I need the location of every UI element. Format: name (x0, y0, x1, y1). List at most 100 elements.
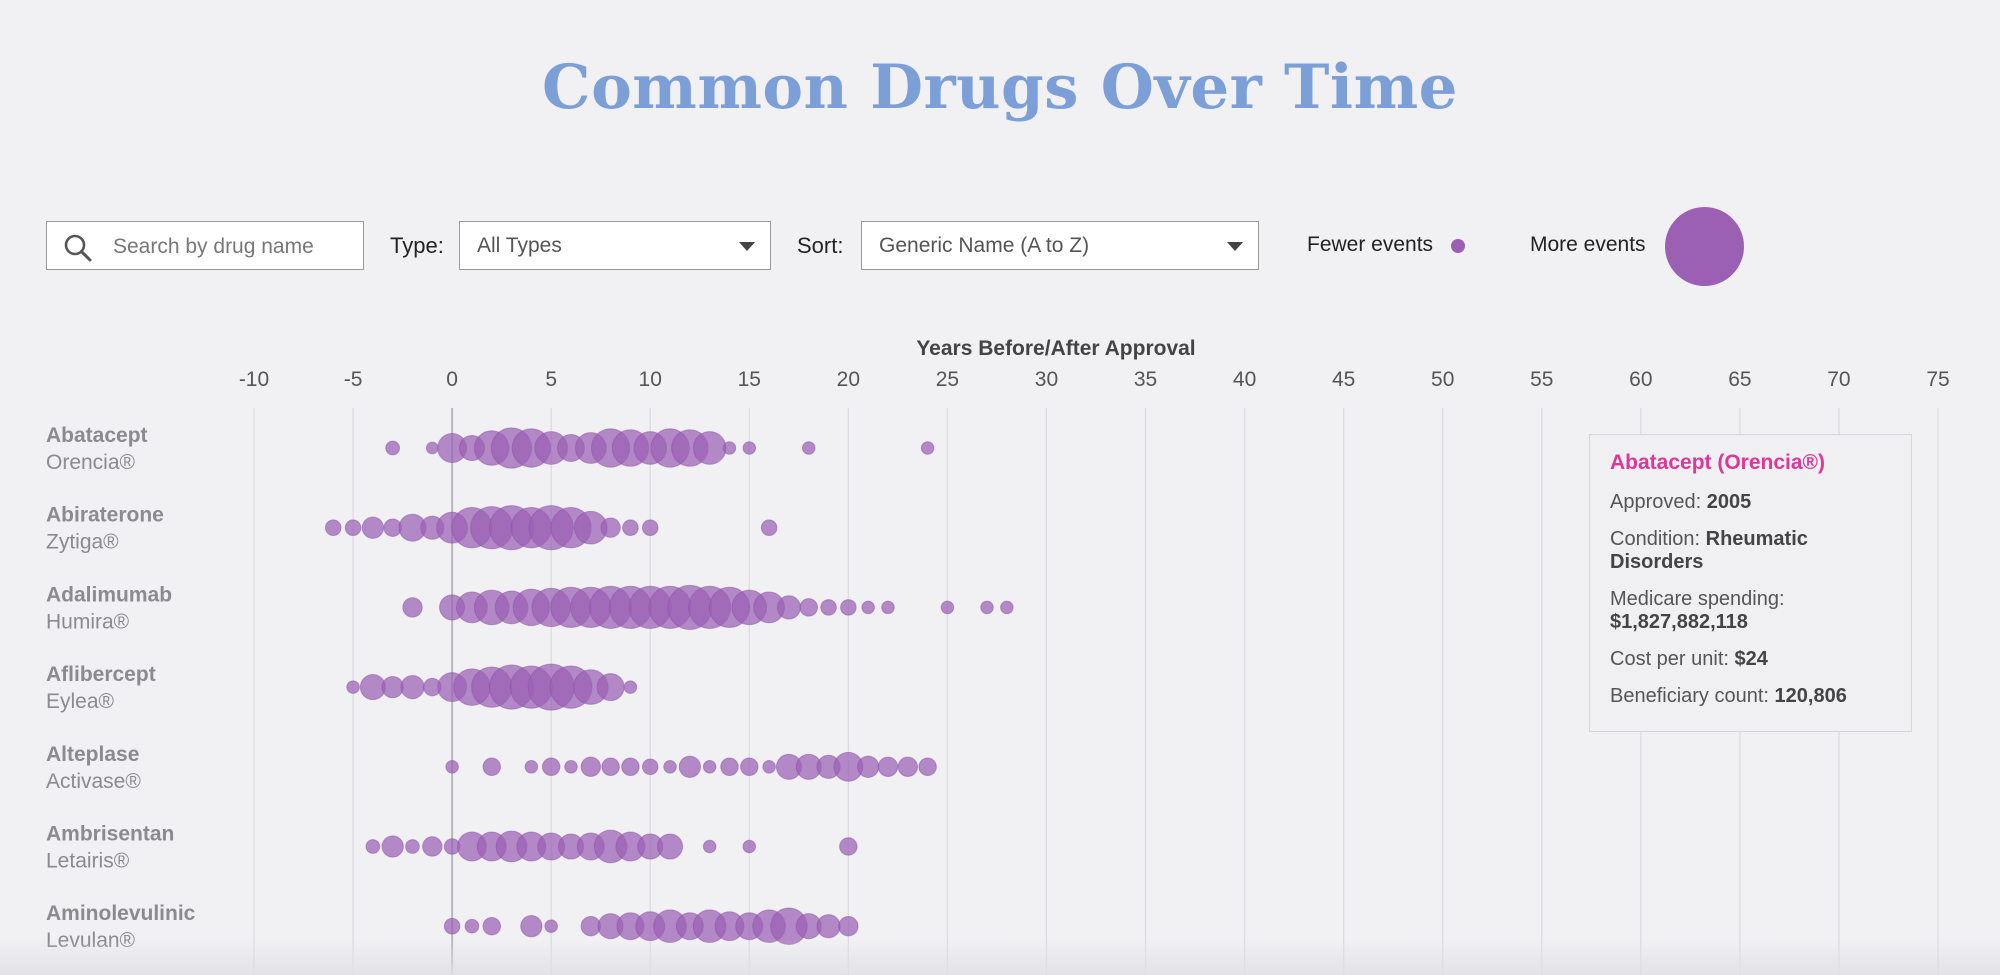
search-input[interactable] (111, 230, 355, 264)
bubble-point (365, 839, 381, 854)
bubble-point (641, 758, 659, 776)
tooltip-spending-label: Medicare spending: (1610, 588, 1785, 610)
bubble-point (656, 833, 684, 860)
row-label-generic: Alteplase (46, 743, 139, 766)
bubble-point (445, 760, 459, 774)
bubble-point (621, 757, 640, 777)
bubble-point (482, 757, 501, 777)
type-label: Type: (390, 233, 444, 258)
x-tick-label: 30 (1035, 368, 1058, 391)
bubble-point (877, 756, 899, 777)
bubble-point (422, 836, 443, 857)
bubble-point (663, 760, 677, 774)
bubble-point (580, 756, 601, 777)
row-label-brand: Zytiga® (46, 531, 119, 554)
bubble-point (344, 519, 362, 536)
bubble-point (840, 599, 857, 616)
bubble-point (596, 673, 625, 702)
type-select-value: All Types (477, 234, 562, 257)
bubble-point (839, 837, 858, 856)
tooltip-cost-label: Cost per unit: (1610, 648, 1729, 670)
legend-fewer-label: Fewer events (1307, 233, 1434, 256)
bubble-point (897, 756, 918, 777)
row-label-generic: Abatacept (46, 424, 148, 447)
tooltip-condition-value: Rheumatic Disorders (1610, 528, 1808, 573)
controls-bar: Type: All Types Sort: Generic Name (A to… (0, 207, 2000, 286)
bubble-point (816, 914, 841, 939)
x-tick-label: 50 (1431, 368, 1454, 391)
row-label-generic: Adalimumab (46, 583, 172, 606)
bubble-point (346, 680, 360, 694)
bubble-point (385, 440, 401, 456)
tooltip-title: Abatacept (Orencia®) (1610, 451, 1826, 474)
x-tick-label: 75 (1926, 368, 1949, 391)
bubble-point (524, 760, 539, 774)
bubble-point (820, 599, 837, 616)
bubble-point (641, 519, 659, 536)
bubble-point (564, 760, 578, 774)
row-label-generic: Ambrisentan (46, 823, 174, 846)
x-tick-label: 25 (936, 368, 959, 391)
tooltip-spending: Medicare spending: $1,827,882,118 (1610, 588, 1891, 634)
row-label-brand: Activase® (46, 770, 141, 793)
bubble-point (702, 760, 717, 774)
x-tick-label: 10 (639, 368, 662, 391)
tooltip-cost-value: $24 (1734, 648, 1768, 670)
x-tick-label: -5 (344, 368, 363, 391)
bubble-point (838, 916, 859, 937)
bubble-point (760, 519, 778, 536)
bubble-point (623, 680, 638, 694)
bubble-point (678, 755, 702, 778)
bubble-point (402, 597, 423, 618)
row-label-brand: Eylea® (46, 690, 115, 713)
tooltip-beneficiary-value: 120,806 (1774, 685, 1847, 707)
row-label-brand: Levulan® (46, 929, 136, 952)
x-tick-label: 55 (1530, 368, 1553, 391)
x-tick-label: 35 (1134, 368, 1157, 391)
sort-label: Sort: (797, 233, 844, 258)
tooltip-condition-label: Condition: (1610, 528, 1701, 550)
x-tick-label: 20 (837, 368, 860, 391)
bubble-point (740, 757, 759, 777)
search-box[interactable] (46, 221, 364, 270)
bubble-point (742, 441, 757, 455)
bubble-point (381, 835, 404, 858)
row-label-brand: Humira® (46, 610, 130, 633)
x-tick-label: 40 (1233, 368, 1256, 391)
tooltip-spending-value: $1,827,882,118 (1610, 611, 1748, 633)
x-tick-label: 15 (738, 368, 761, 391)
row-label-generic: Aminolevulinic (46, 902, 196, 925)
tooltip-beneficiary: Beneficiary count: 120,806 (1610, 685, 1891, 708)
x-tick-label: 60 (1629, 368, 1652, 391)
type-select[interactable]: All Types (459, 221, 771, 270)
bubble-point (443, 917, 461, 935)
bubble-point (482, 916, 501, 936)
drug-tooltip: Abatacept (Orencia®) Approved: 2005 Cond… (1589, 434, 1912, 732)
x-tick-label: 5 (545, 368, 557, 391)
legend-small-dot (1451, 239, 1465, 253)
tooltip-beneficiary-label: Beneficiary count: (1610, 685, 1769, 707)
bubble-point (980, 600, 994, 615)
search-icon (64, 234, 92, 262)
tooltip-approved-value: 2005 (1706, 491, 1752, 513)
bubble-point (918, 757, 937, 777)
bubble-point (400, 675, 425, 700)
bubble-point (720, 757, 739, 777)
bubble-point (601, 757, 620, 777)
page-title: Common Drugs Over Time (542, 52, 1458, 123)
bubble-point (405, 839, 420, 854)
bubble-point (361, 516, 385, 539)
bubble-point (520, 915, 543, 938)
x-axis-label: Years Before/After Approval (916, 337, 1195, 360)
bubble-point (464, 918, 480, 934)
bubble-point (622, 519, 639, 536)
bubble-point (600, 517, 621, 538)
legend-more-label: More events (1530, 233, 1646, 256)
bubble-point (722, 441, 737, 455)
bubble-point (544, 919, 558, 933)
bubble-point (776, 595, 802, 620)
bubble-point (1000, 600, 1014, 615)
row-label-brand: Orencia® (46, 451, 136, 474)
sort-select[interactable]: Generic Name (A to Z) (861, 221, 1259, 270)
x-tick-label: 45 (1332, 368, 1355, 391)
